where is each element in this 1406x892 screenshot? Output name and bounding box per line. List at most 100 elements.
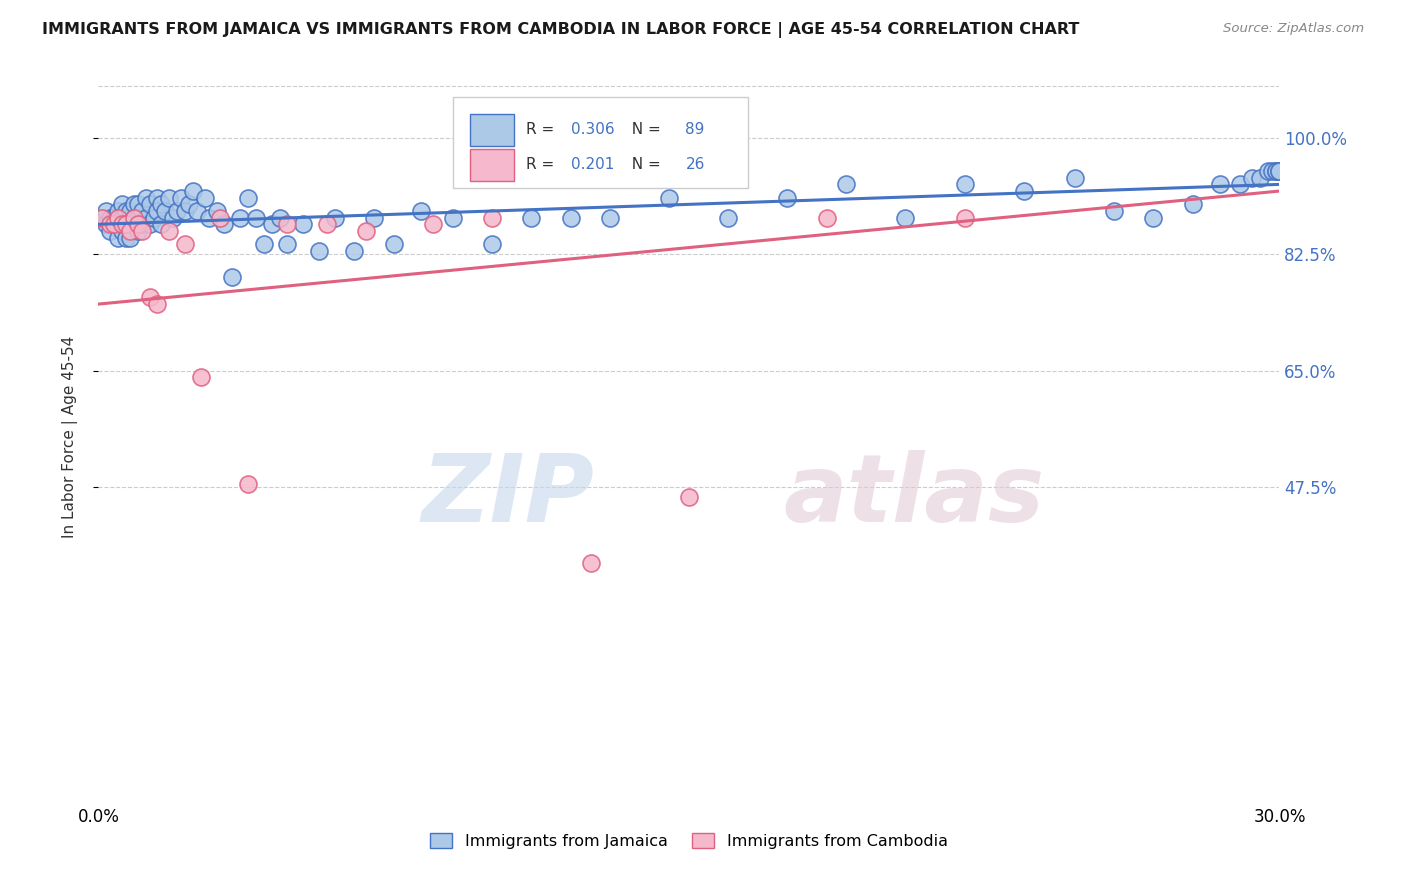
Point xyxy=(115,230,138,244)
Point xyxy=(253,237,276,252)
Legend: Immigrants from Jamaica, Immigrants from Cambodia: Immigrants from Jamaica, Immigrants from… xyxy=(422,825,956,857)
Point xyxy=(481,237,503,252)
Point xyxy=(118,224,141,238)
Point xyxy=(197,211,219,225)
Point xyxy=(520,211,543,225)
Point xyxy=(91,211,114,225)
Point xyxy=(157,191,180,205)
FancyBboxPatch shape xyxy=(453,97,748,188)
Point xyxy=(103,211,125,225)
Point xyxy=(122,211,145,225)
Point xyxy=(122,211,145,225)
Point xyxy=(1229,178,1251,192)
Point xyxy=(157,224,180,238)
Point xyxy=(111,217,134,231)
Point xyxy=(1260,164,1282,178)
Text: 89: 89 xyxy=(685,122,704,137)
Point xyxy=(170,191,193,205)
Point xyxy=(1102,204,1125,219)
Point xyxy=(131,204,153,219)
Point xyxy=(118,204,141,219)
Point xyxy=(138,290,160,304)
Point xyxy=(96,204,118,219)
Text: R =: R = xyxy=(526,122,560,137)
Point xyxy=(150,217,173,231)
Point xyxy=(127,224,149,238)
Text: ZIP: ZIP xyxy=(422,450,595,541)
Point xyxy=(1209,178,1232,192)
Point xyxy=(107,204,129,219)
Point xyxy=(236,191,259,205)
Point xyxy=(131,217,153,231)
Point xyxy=(245,211,267,225)
Point xyxy=(177,197,200,211)
Point xyxy=(382,237,405,252)
Point xyxy=(292,217,315,231)
Point xyxy=(107,230,129,244)
Point xyxy=(776,191,799,205)
Point xyxy=(174,237,197,252)
Point xyxy=(127,197,149,211)
Point xyxy=(138,197,160,211)
Point xyxy=(138,217,160,231)
Point xyxy=(1181,197,1204,211)
Point xyxy=(135,191,157,205)
Point xyxy=(209,211,232,225)
Point xyxy=(115,204,138,219)
Point xyxy=(162,211,184,225)
Point xyxy=(1012,184,1035,198)
Point xyxy=(98,224,121,238)
Point xyxy=(1142,211,1164,225)
Point xyxy=(815,211,838,225)
Text: 0.201: 0.201 xyxy=(571,158,614,172)
Point xyxy=(205,204,228,219)
Point xyxy=(111,211,134,225)
Point xyxy=(276,217,298,231)
Point xyxy=(481,211,503,225)
Point xyxy=(98,217,121,231)
Text: 0.306: 0.306 xyxy=(571,122,614,137)
Text: N =: N = xyxy=(621,122,665,137)
Point xyxy=(174,204,197,219)
Point xyxy=(678,490,700,504)
Point xyxy=(166,204,188,219)
Y-axis label: In Labor Force | Age 45-54: In Labor Force | Age 45-54 xyxy=(62,336,77,538)
Point xyxy=(98,211,121,225)
Text: N =: N = xyxy=(621,158,665,172)
Point xyxy=(221,270,243,285)
Point xyxy=(155,204,177,219)
Point xyxy=(315,217,337,231)
Point xyxy=(1063,170,1085,185)
Point xyxy=(150,197,173,211)
Text: R =: R = xyxy=(526,158,560,172)
Point xyxy=(118,217,141,231)
Point xyxy=(422,217,444,231)
Point xyxy=(135,211,157,225)
Point xyxy=(194,191,217,205)
Point xyxy=(1264,164,1286,178)
Point xyxy=(953,178,976,192)
FancyBboxPatch shape xyxy=(471,149,515,181)
Point xyxy=(190,370,212,384)
Text: IMMIGRANTS FROM JAMAICA VS IMMIGRANTS FROM CAMBODIA IN LABOR FORCE | AGE 45-54 C: IMMIGRANTS FROM JAMAICA VS IMMIGRANTS FR… xyxy=(42,22,1080,38)
Point xyxy=(111,197,134,211)
Point xyxy=(131,224,153,238)
Text: 26: 26 xyxy=(685,158,704,172)
Point xyxy=(181,184,204,198)
Point xyxy=(276,237,298,252)
Point xyxy=(441,211,464,225)
Point xyxy=(236,476,259,491)
Point xyxy=(146,204,169,219)
Point xyxy=(214,217,236,231)
Point xyxy=(1264,164,1286,178)
Point xyxy=(717,211,740,225)
Point xyxy=(115,217,138,231)
Point xyxy=(1249,170,1271,185)
Point xyxy=(1257,164,1279,178)
Point xyxy=(103,217,125,231)
Point xyxy=(118,230,141,244)
Point xyxy=(953,211,976,225)
Point xyxy=(308,244,330,258)
Point xyxy=(107,211,129,225)
Point xyxy=(835,178,858,192)
